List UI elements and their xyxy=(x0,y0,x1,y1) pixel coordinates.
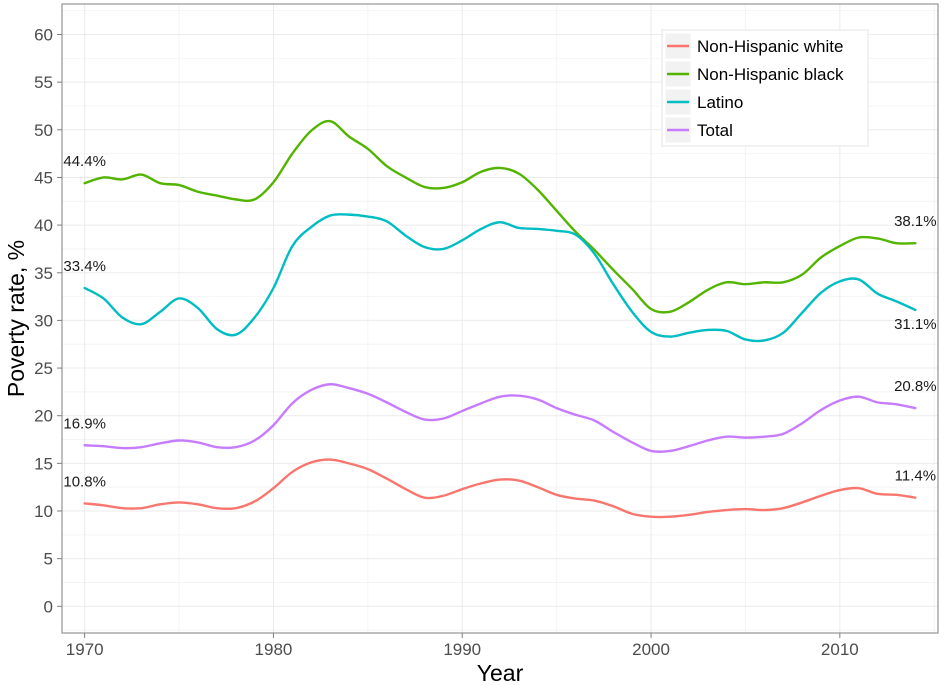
x-tick-label: 2010 xyxy=(821,640,859,659)
legend-label-non-hispanic-white: Non-Hispanic white xyxy=(697,37,843,56)
y-tick-label: 45 xyxy=(34,168,53,187)
series-line-total xyxy=(83,383,917,454)
y-tick-label: 5 xyxy=(44,550,53,569)
legend-label-latino: Latino xyxy=(697,93,743,112)
legend-box xyxy=(661,29,869,147)
series-line-non-hispanic-white xyxy=(83,458,917,519)
y-axis: 0 5 10 15 20 25 30 35 40 45 50 55 60 xyxy=(34,25,62,616)
series-lines xyxy=(83,119,917,519)
x-tick-label: 2000 xyxy=(632,640,670,659)
value-annotation: 11.4% xyxy=(895,468,936,485)
x-tick-label: 1980 xyxy=(255,640,293,659)
x-axis-title: Year xyxy=(477,660,524,685)
series-line-latino xyxy=(83,213,917,343)
legend: Non-Hispanic white Non-Hispanic black Lati… xyxy=(661,29,869,147)
y-tick-label: 60 xyxy=(34,25,53,44)
value-annotation: 10.8% xyxy=(63,473,106,490)
y-tick-label: 10 xyxy=(34,502,53,521)
x-axis: 1970 1980 1990 2000 2010 xyxy=(66,633,859,659)
value-annotation: 38.1% xyxy=(894,213,937,230)
x-tick-label: 1970 xyxy=(66,640,104,659)
series-line-non-hispanic-black xyxy=(83,119,917,314)
value-annotation: 16.9% xyxy=(63,415,106,432)
legend-label-total: Total xyxy=(697,121,733,140)
y-tick-label: 50 xyxy=(34,121,53,140)
y-tick-label: 55 xyxy=(34,73,53,92)
y-axis-title: Poverty rate, % xyxy=(3,240,29,397)
value-annotation: 20.8% xyxy=(894,378,937,395)
plot-panel-border xyxy=(61,3,939,634)
y-tick-label: 25 xyxy=(34,359,53,378)
value-annotation: 33.4% xyxy=(63,258,106,275)
legend-label-non-hispanic-black: Non-Hispanic black xyxy=(697,65,844,84)
y-tick-label: 40 xyxy=(34,216,53,235)
x-tick-label: 1990 xyxy=(443,640,481,659)
value-annotation: 44.4% xyxy=(63,153,106,170)
value-annotation: 31.1% xyxy=(894,316,937,333)
y-tick-label: 35 xyxy=(34,264,53,283)
y-tick-label: 20 xyxy=(34,407,53,426)
value-annotations: 44.4% 33.4% 16.9% 10.8% 38.1% 31.1% 20.8% 11.4% xyxy=(63,153,936,490)
y-tick-label: 30 xyxy=(34,311,53,330)
y-tick-label: 0 xyxy=(44,597,53,616)
y-tick-label: 15 xyxy=(34,454,53,473)
